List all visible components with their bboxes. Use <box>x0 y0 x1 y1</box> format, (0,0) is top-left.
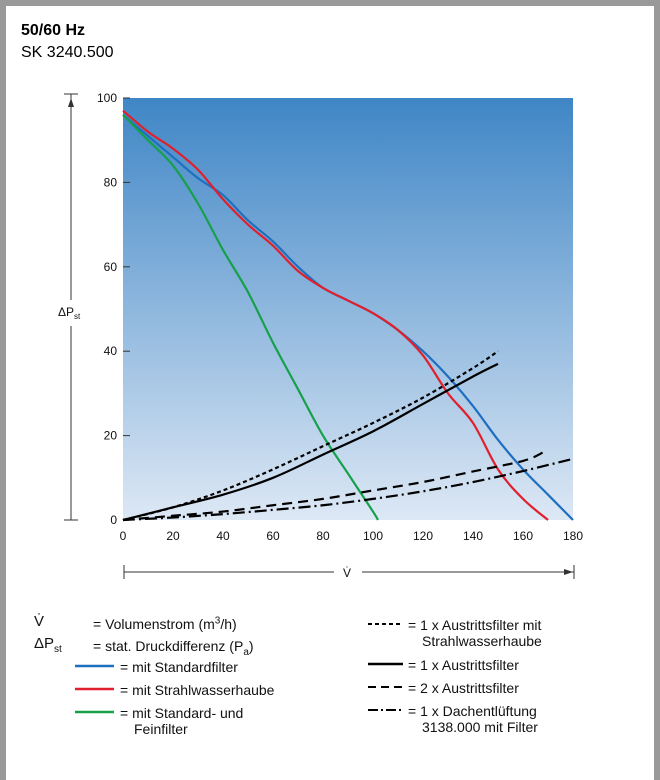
y-tick-label: 80 <box>104 175 118 189</box>
series-line-2 <box>122 114 379 521</box>
x-tick-label: 20 <box>166 529 180 543</box>
y-axis-arrow: ΔPst <box>55 93 87 521</box>
legend-dp-symbol: ΔPst <box>34 635 62 655</box>
x-tick-label: 160 <box>513 529 533 543</box>
y-tick-label: 20 <box>104 429 118 443</box>
legend-austrittsfilter-strahl-line2: Strahlwasserhaube <box>422 633 542 649</box>
chart-title: 50/60 Hz <box>21 22 86 39</box>
legend-vdot-symbol: V̇ <box>34 613 45 630</box>
series-line-5 <box>122 451 544 522</box>
x-tick-label: 60 <box>266 529 280 543</box>
legend-austrittsfilter-1: = 1 x Austrittsfilter <box>408 657 519 673</box>
x-tick-label: 120 <box>413 529 433 543</box>
series-line-4 <box>122 362 499 522</box>
series-lines <box>122 109 574 522</box>
series-line-1 <box>122 109 549 521</box>
x-tick-label: 0 <box>120 529 127 543</box>
y-tick-label: 0 <box>110 513 117 527</box>
x-tick-label: 40 <box>216 529 230 543</box>
chart-subtitle: SK 3240.500 <box>21 44 114 61</box>
chart-svg: 0 20 40 60 80 100 120 140 160 180 0 20 40 60 80 100 ΔPs… <box>55 91 583 582</box>
legend-vdot-desc: = Volumenstrom (m3/h) <box>93 615 237 632</box>
series-line-6 <box>122 457 574 522</box>
legend-strahlwasserhaube: = mit Strahlwasserhaube <box>120 682 275 698</box>
x-axis-label: V̇ <box>343 566 351 580</box>
y-tick-label: 40 <box>104 344 118 358</box>
y-tick-label: 60 <box>104 260 118 274</box>
x-tick-label: 180 <box>563 529 583 543</box>
y-tick-label: 100 <box>97 91 117 105</box>
legend-feinfilter-line2: Feinfilter <box>134 721 188 737</box>
x-tick-label: 140 <box>463 529 483 543</box>
legend-dachentlueftung-line2: 3138.000 mit Filter <box>422 719 538 735</box>
legend-dp-desc: = stat. Druckdifferenz (Pa) <box>93 638 254 658</box>
legend-austrittsfilter-strahl-line1: = 1 x Austrittsfilter mit <box>408 617 542 633</box>
legend-austrittsfilter-2: = 2 x Austrittsfilter <box>408 680 519 696</box>
x-tick-label: 100 <box>363 529 383 543</box>
x-axis-arrow: V̇ <box>123 562 575 582</box>
legend-feinfilter-line1: = mit Standard- und <box>120 705 244 721</box>
legend-standardfilter: = mit Standardfilter <box>120 659 238 675</box>
legend-dachentlueftung-line1: = 1 x Dachentlüftung <box>408 703 537 719</box>
x-tick-label: 80 <box>316 529 330 543</box>
